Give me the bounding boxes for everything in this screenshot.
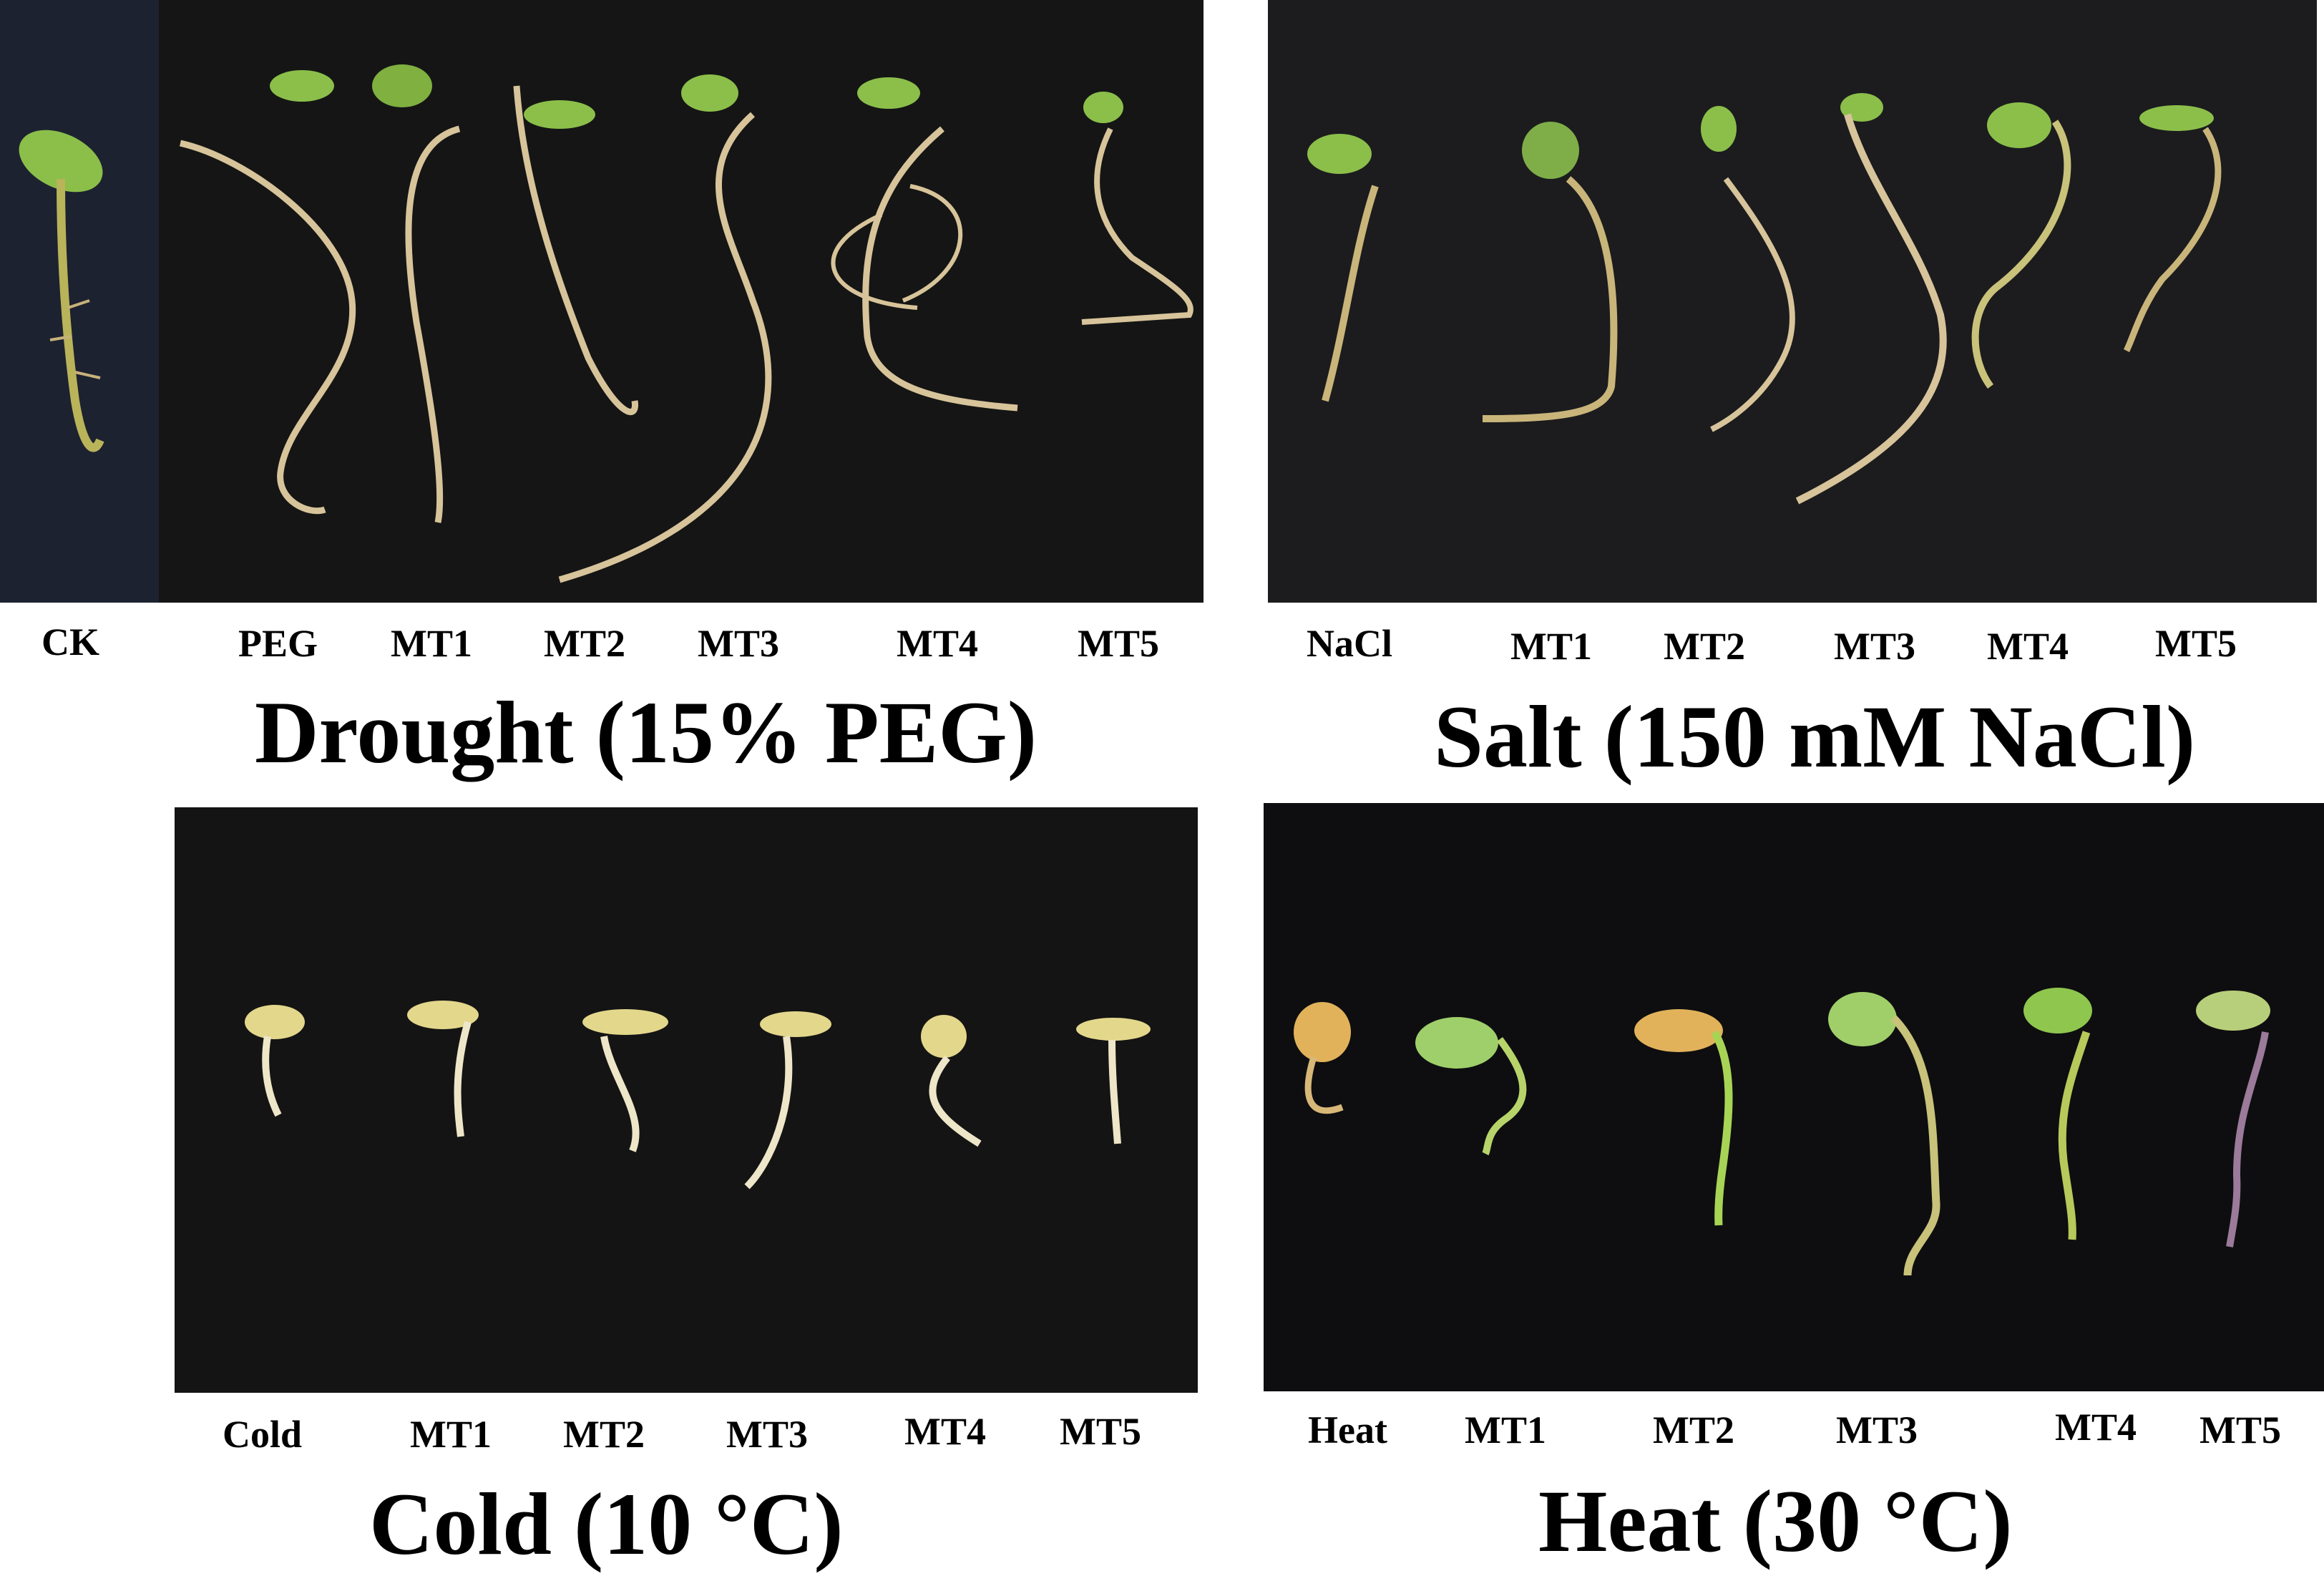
heat-label-mt4: MT4 <box>2055 1406 2137 1449</box>
heat-label-mt5: MT5 <box>2200 1409 2281 1451</box>
heat-label-mt2: MT2 <box>1653 1409 1734 1451</box>
drought-label-mt4: MT4 <box>897 622 978 665</box>
drought-label-mt3: MT3 <box>698 622 779 665</box>
cold-label-mt5: MT5 <box>1060 1410 1141 1453</box>
cold-label-cold: Cold <box>223 1413 303 1456</box>
drought-seedlings-photo <box>159 0 1204 603</box>
heat-label-heat: Heat <box>1308 1409 1387 1451</box>
heat-title: Heat (30 °C) <box>1538 1472 2013 1570</box>
cold-label-mt3: MT3 <box>726 1413 808 1456</box>
salt-seedlings-image <box>1307 93 2222 505</box>
cold-seedlings-image <box>245 1001 1151 1190</box>
drought-label-peg: PEG <box>238 622 318 665</box>
salt-label-mt1: MT1 <box>1510 625 1592 668</box>
salt-label-mt2: MT2 <box>1664 625 1745 668</box>
salt-seedlings-photo <box>1268 0 2317 603</box>
salt-title: Salt (150 mM NaCl) <box>1434 688 2196 786</box>
ck-seedling-photo <box>0 0 159 603</box>
drought-label-mt1: MT1 <box>391 622 472 665</box>
cold-label-mt4: MT4 <box>904 1410 986 1453</box>
salt-label-mt4: MT4 <box>1987 625 2069 668</box>
cold-label-mt2: MT2 <box>563 1413 645 1456</box>
salt-label-mt3: MT3 <box>1834 625 1915 668</box>
salt-label-nacl: NaCl <box>1307 622 1392 665</box>
cold-title: Cold (10 °C) <box>369 1475 844 1573</box>
salt-label-mt5: MT5 <box>2155 622 2237 665</box>
drought-label-mt2: MT2 <box>544 622 625 665</box>
heat-seedlings-image <box>1294 988 2270 1276</box>
heat-label-mt3: MT3 <box>1836 1409 1918 1451</box>
cold-label-mt1: MT1 <box>410 1413 492 1456</box>
drought-label-mt5: MT5 <box>1078 622 1159 665</box>
drought-seedlings-image <box>180 64 1193 583</box>
drought-label-ck: CK <box>42 621 99 663</box>
heat-seedlings-photo <box>1264 803 2324 1391</box>
drought-title: Drought (15% PEG) <box>255 684 1038 782</box>
cold-seedlings-photo <box>175 807 1198 1393</box>
heat-label-mt1: MT1 <box>1465 1409 1546 1451</box>
ck-seedling-image <box>19 130 104 452</box>
